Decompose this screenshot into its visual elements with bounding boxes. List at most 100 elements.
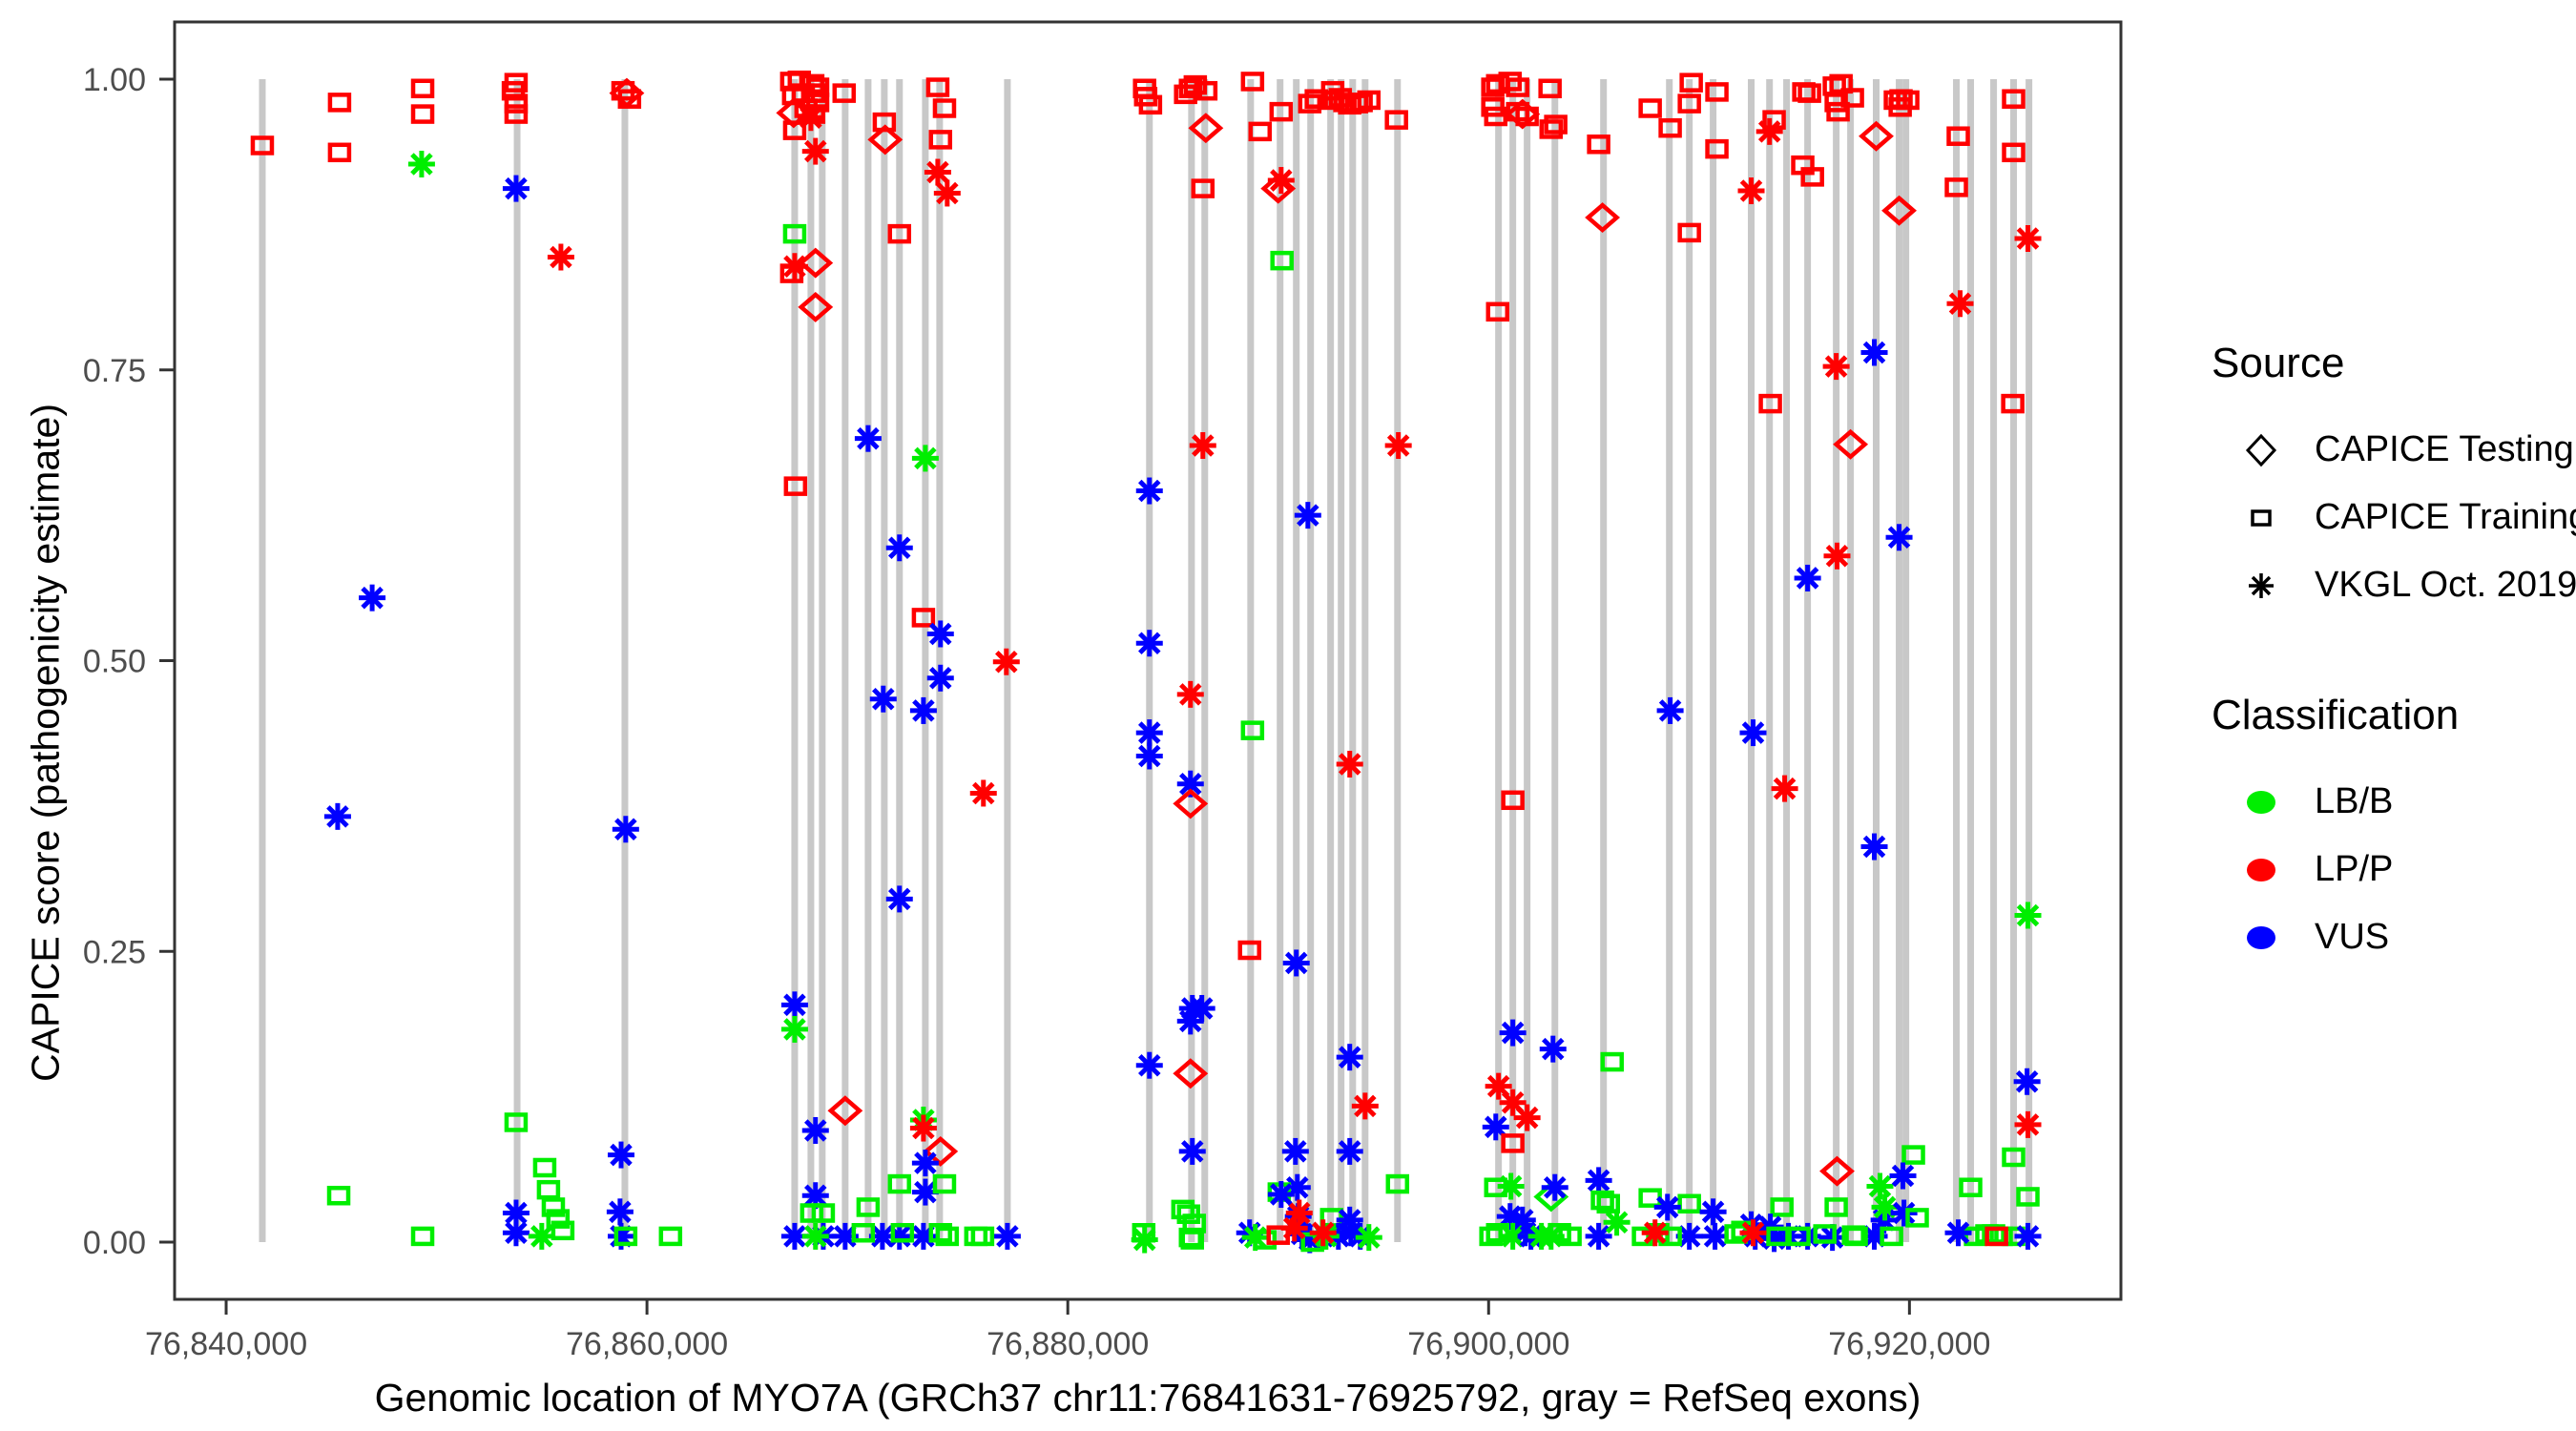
data-point-square: [410, 1226, 435, 1247]
data-point-square: [928, 130, 953, 150]
data-point-square: [551, 1220, 575, 1241]
y-axis-title: CAPICE score (pathogenicity estimate): [23, 404, 68, 1082]
data-point-asterisk: [606, 1198, 634, 1226]
data-point-square: [1787, 1226, 1811, 1247]
data-point-asterisk: [801, 1222, 829, 1250]
data-point-asterisk: [1176, 680, 1204, 708]
data-point-square: [1538, 78, 1562, 99]
square-icon: [2251, 508, 2272, 527]
data-point-asterisk: [1946, 290, 1974, 318]
data-point-asterisk: [1701, 1222, 1729, 1250]
legend-item-label: CAPICE Testing: [2315, 429, 2574, 469]
data-point-asterisk: [1497, 1172, 1525, 1200]
legend-gap: [2212, 619, 2565, 692]
data-point-diamond: [1260, 173, 1297, 204]
data-point-asterisk: [323, 802, 351, 830]
data-point-square: [887, 223, 912, 244]
data-point-asterisk: [1336, 1044, 1363, 1071]
legend-classification-items: LB/B LP/P VUS: [2212, 768, 2565, 971]
data-point-asterisk: [926, 664, 954, 692]
data-point-square: [546, 1209, 571, 1229]
data-point-asterisk: [993, 1222, 1021, 1250]
data-point-square: [1180, 1230, 1205, 1250]
data-point-diamond: [923, 1135, 959, 1167]
data-point-square: [887, 1173, 912, 1194]
data-point-asterisk: [1309, 1219, 1337, 1247]
data-point-square: [1385, 1173, 1410, 1194]
data-point-square: [504, 93, 529, 114]
data-point-square: [1485, 301, 1510, 322]
data-point-asterisk: [1860, 339, 1888, 366]
data-point-asterisk: [924, 158, 951, 186]
data-point-asterisk: [1281, 1137, 1309, 1165]
data-point-square: [2002, 1147, 2025, 1168]
data-point-asterisk: [1737, 177, 1765, 205]
legend-item-label: VKGL Oct. 2019: [2315, 565, 2576, 605]
data-point-asterisk: [780, 1015, 808, 1043]
data-point-square: [1248, 121, 1273, 142]
data-point-asterisk: [1641, 1219, 1669, 1247]
data-point-asterisk: [502, 175, 530, 202]
data-point-square: [932, 98, 957, 118]
data-point-square: [1178, 78, 1203, 99]
data-point-asterisk: [1336, 1137, 1363, 1165]
data-point-square: [1905, 1208, 1929, 1228]
data-point-square: [1484, 106, 1508, 127]
data-point-square: [1658, 117, 1682, 138]
data-point-asterisk: [1336, 750, 1363, 778]
data-point-square: [1270, 250, 1294, 271]
data-point-asterisk: [1176, 1007, 1204, 1035]
data-point-square: [1298, 93, 1322, 114]
data-point-square: [2016, 1187, 2040, 1207]
data-point-square: [1824, 1197, 1848, 1217]
data-point-asterisk: [1513, 1104, 1541, 1131]
data-point-square: [1590, 1190, 1614, 1211]
data-point-asterisk: [1653, 1193, 1681, 1221]
data-point-asterisk: [1889, 1162, 1917, 1190]
data-point-square: [1800, 167, 1824, 187]
data-point-diamond: [1819, 1155, 1855, 1187]
data-point-asterisk: [1539, 1035, 1567, 1063]
data-point-diamond: [798, 247, 834, 279]
legend-source-title: Source: [2212, 340, 2345, 386]
legend-item-label: VUS: [2315, 917, 2390, 957]
data-point-square: [504, 104, 529, 124]
legend-item-label: LP/P: [2315, 849, 2394, 889]
data-point-asterisk: [1482, 1113, 1509, 1141]
data-point-square: [536, 1179, 561, 1200]
data-point-diamond: [1585, 202, 1621, 234]
data-point-square: [1501, 1133, 1525, 1153]
data-point-asterisk: [1135, 742, 1163, 770]
data-point-asterisk: [911, 1150, 939, 1177]
data-point-square: [532, 1157, 557, 1178]
data-point-diamond: [827, 1095, 863, 1127]
data-point-square: [782, 223, 807, 244]
data-point-asterisk: [1699, 1198, 1727, 1226]
data-point-asterisk: [1355, 1224, 1382, 1252]
data-point-diamond: [1881, 195, 1917, 226]
data-point-square: [1901, 1145, 1925, 1165]
data-point-square: [1844, 1226, 1868, 1247]
data-point-square: [1194, 80, 1218, 101]
data-point-asterisk: [1282, 949, 1310, 977]
data-point-square: [1840, 88, 1864, 108]
data-point-square: [410, 78, 435, 99]
data-point-square: [1946, 126, 1970, 146]
x-axis-title: Genomic location of MYO7A (GRCh37 chr11:…: [374, 1376, 1922, 1420]
data-point-asterisk: [1885, 524, 1913, 551]
data-point-square: [856, 1197, 881, 1217]
data-point-square: [1357, 90, 1381, 111]
data-point-square: [851, 1222, 876, 1243]
data-point-square: [1253, 1230, 1278, 1250]
data-point-square: [504, 73, 529, 93]
data-point-asterisk: [909, 1114, 937, 1142]
data-point-square: [2002, 142, 2025, 163]
data-point-asterisk: [992, 648, 1020, 675]
data-point-square: [1539, 119, 1564, 139]
x-tick-label: 76,920,000: [1828, 1326, 1990, 1362]
data-point-square: [1240, 72, 1265, 92]
data-point-square: [1240, 720, 1265, 740]
data-point-asterisk: [1603, 1209, 1631, 1236]
data-point-asterisk: [1135, 1051, 1163, 1079]
data-point-diamond: [1173, 1058, 1209, 1089]
